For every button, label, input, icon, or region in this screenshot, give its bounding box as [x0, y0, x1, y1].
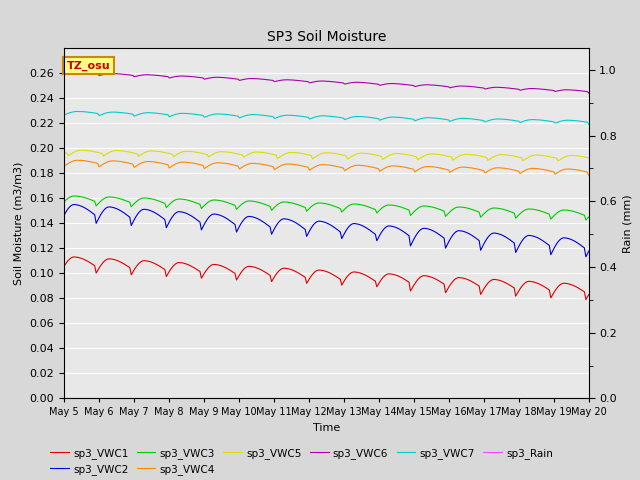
- sp3_Rain: [243, 395, 251, 401]
- sp3_VWC4: [74, 157, 81, 163]
- Line: sp3_VWC4: sp3_VWC4: [64, 160, 589, 176]
- sp3_VWC4: [244, 161, 252, 167]
- sp3_VWC6: [585, 90, 593, 96]
- sp3_VWC2: [126, 214, 134, 220]
- sp3_Rain: [125, 395, 132, 401]
- sp3_VWC7: [74, 108, 81, 114]
- sp3_VWC7: [218, 111, 226, 117]
- Text: TZ_osu: TZ_osu: [67, 60, 110, 71]
- sp3_VWC6: [126, 72, 134, 78]
- sp3_VWC3: [218, 198, 226, 204]
- sp3_VWC5: [77, 147, 85, 153]
- sp3_VWC1: [557, 281, 565, 287]
- sp3_VWC3: [236, 204, 243, 209]
- sp3_VWC7: [244, 112, 252, 118]
- X-axis label: Time: Time: [313, 423, 340, 433]
- sp3_VWC3: [126, 199, 134, 205]
- sp3_Rain: [585, 395, 593, 401]
- sp3_VWC2: [70, 202, 78, 207]
- sp3_VWC3: [585, 214, 593, 220]
- sp3_VWC7: [557, 118, 565, 124]
- sp3_Rain: [234, 395, 242, 401]
- sp3_VWC1: [291, 268, 299, 274]
- sp3_VWC3: [582, 217, 589, 223]
- sp3_VWC3: [557, 208, 565, 214]
- sp3_VWC7: [291, 113, 299, 119]
- sp3_VWC3: [244, 198, 252, 204]
- sp3_VWC5: [60, 149, 68, 155]
- sp3_VWC5: [559, 156, 566, 161]
- sp3_VWC5: [585, 155, 593, 161]
- sp3_VWC5: [244, 152, 252, 157]
- sp3_VWC2: [291, 219, 299, 225]
- sp3_VWC1: [218, 263, 226, 269]
- sp3_VWC6: [218, 74, 226, 80]
- sp3_Rain: [60, 395, 68, 401]
- sp3_VWC6: [236, 78, 243, 84]
- sp3_VWC4: [291, 162, 299, 168]
- sp3_VWC5: [218, 149, 226, 155]
- sp3_VWC2: [582, 254, 589, 260]
- sp3_VWC1: [60, 264, 68, 269]
- Legend: sp3_VWC1, sp3_VWC2, sp3_VWC3, sp3_VWC4, sp3_VWC5, sp3_VWC6, sp3_VWC7, sp3_Rain: sp3_VWC1, sp3_VWC2, sp3_VWC3, sp3_VWC4, …: [50, 448, 553, 475]
- Y-axis label: Rain (mm): Rain (mm): [623, 194, 632, 252]
- sp3_VWC6: [74, 70, 81, 75]
- sp3_VWC5: [291, 150, 299, 156]
- Line: sp3_VWC2: sp3_VWC2: [64, 204, 589, 257]
- sp3_VWC4: [60, 163, 68, 169]
- sp3_VWC2: [218, 213, 226, 219]
- sp3_VWC4: [126, 160, 134, 166]
- sp3_VWC7: [126, 111, 134, 117]
- sp3_VWC4: [218, 160, 226, 166]
- sp3_VWC2: [557, 236, 565, 242]
- sp3_VWC7: [585, 121, 593, 127]
- sp3_VWC1: [244, 264, 252, 269]
- Line: sp3_VWC7: sp3_VWC7: [64, 111, 589, 124]
- sp3_VWC2: [585, 248, 593, 254]
- sp3_VWC2: [244, 214, 252, 219]
- sp3_VWC5: [236, 151, 243, 157]
- sp3_VWC1: [236, 272, 243, 278]
- sp3_VWC3: [291, 201, 299, 206]
- sp3_VWC6: [60, 72, 68, 77]
- sp3_Rain: [556, 395, 563, 401]
- sp3_VWC1: [126, 265, 134, 271]
- sp3_VWC4: [585, 173, 593, 179]
- Line: sp3_VWC3: sp3_VWC3: [64, 196, 589, 220]
- sp3_VWC7: [60, 112, 68, 118]
- sp3_Rain: [290, 395, 298, 401]
- sp3_VWC2: [236, 224, 243, 229]
- Line: sp3_VWC1: sp3_VWC1: [64, 257, 589, 300]
- Line: sp3_VWC5: sp3_VWC5: [64, 150, 589, 161]
- sp3_VWC6: [244, 76, 252, 82]
- Line: sp3_VWC6: sp3_VWC6: [64, 72, 589, 93]
- Title: SP3 Soil Moisture: SP3 Soil Moisture: [267, 30, 386, 44]
- sp3_VWC1: [585, 292, 593, 298]
- sp3_VWC6: [291, 77, 299, 83]
- sp3_VWC6: [557, 87, 565, 93]
- sp3_VWC3: [60, 199, 68, 205]
- sp3_Rain: [216, 395, 224, 401]
- sp3_VWC4: [557, 168, 565, 173]
- sp3_VWC3: [70, 193, 78, 199]
- sp3_VWC7: [236, 115, 243, 121]
- sp3_VWC2: [60, 213, 68, 218]
- sp3_VWC1: [70, 254, 78, 260]
- sp3_VWC5: [554, 158, 562, 164]
- sp3_VWC5: [126, 149, 134, 155]
- sp3_VWC1: [582, 297, 589, 302]
- Y-axis label: Soil Moisture (m3/m3): Soil Moisture (m3/m3): [14, 161, 24, 285]
- sp3_VWC4: [236, 166, 243, 172]
